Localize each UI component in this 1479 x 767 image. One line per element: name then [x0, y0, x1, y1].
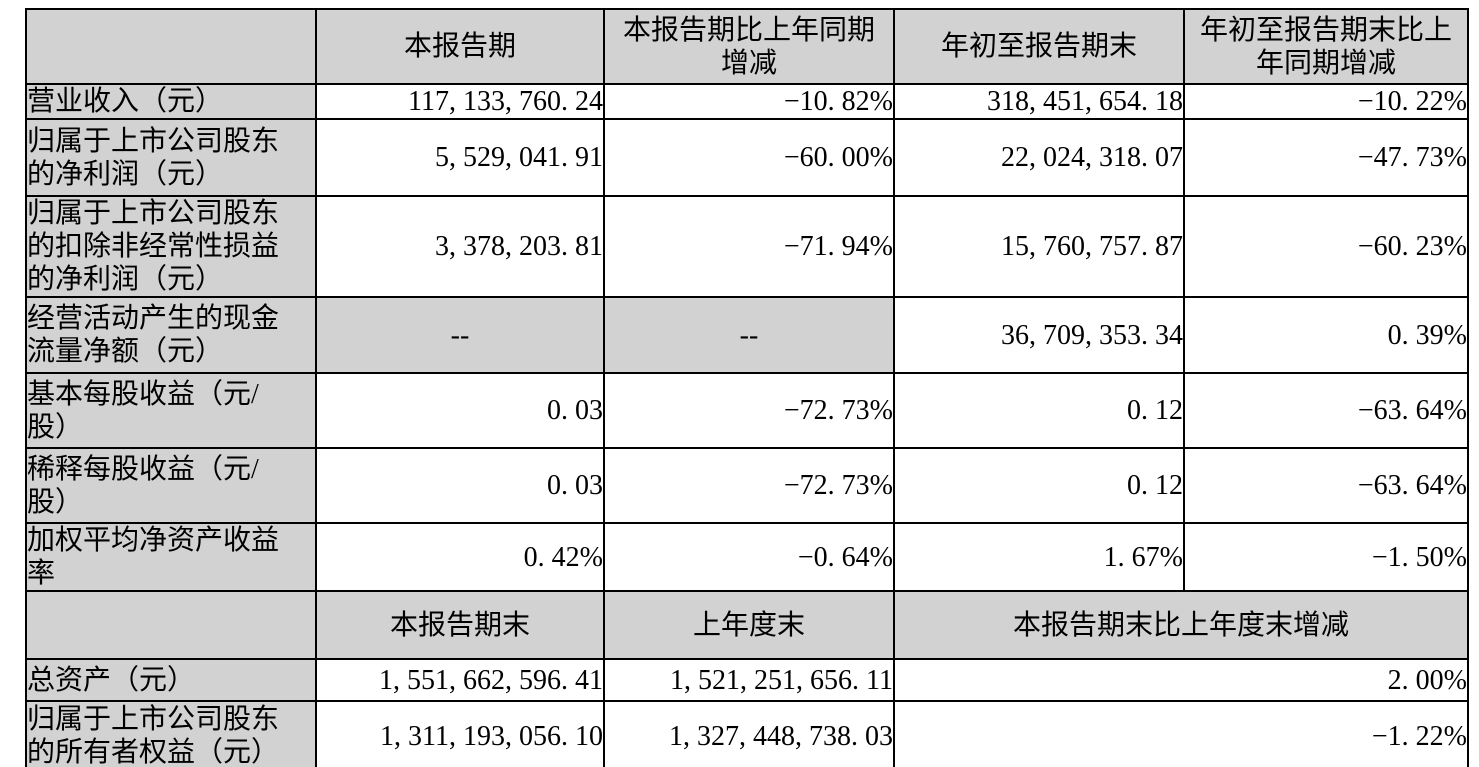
prev-year-end-value: 1, 521, 251, 656. 11: [603, 658, 895, 702]
yoy-change-value: --: [603, 296, 895, 374]
yoy-change-value: −10. 82%: [603, 83, 895, 120]
table-row-net-profit: 归属于上市公司股东 的净利润（元） 5, 529, 041. 91 −60. 0…: [25, 118, 1469, 197]
ytd-yoy-change-value: 0. 39%: [1183, 296, 1469, 374]
row-label: 稀释每股收益（元/ 股）: [25, 447, 317, 524]
row-label: 归属于上市公司股东 的净利润（元）: [25, 118, 317, 197]
period-end-change-value: 2. 00%: [893, 658, 1469, 702]
row-label: 总资产（元）: [25, 658, 317, 702]
yoy-change-value: −60. 00%: [603, 118, 895, 197]
period-end-value: 1, 551, 662, 596. 41: [315, 658, 605, 702]
row-label: 归属于上市公司股东 的所有者权益（元）: [25, 700, 317, 767]
table-row-net-profit-excl-nonrecurring: 归属于上市公司股东 的扣除非经常性损益 的净利润（元） 3, 378, 203.…: [25, 195, 1469, 298]
income-header-row: 本报告期 本报告期比上年同期 增减 年初至报告期末 年初至报告期末比上 年同期增…: [25, 8, 1469, 85]
table-row-operating-cash-flow: 经营活动产生的现金 流量净额（元） -- -- 36, 709, 353. 34…: [25, 296, 1469, 374]
current-period-value: 5, 529, 041. 91: [315, 118, 605, 197]
table-row-equity: 归属于上市公司股东 的所有者权益（元） 1, 311, 193, 056. 10…: [25, 700, 1469, 767]
row-label: 营业收入（元）: [25, 83, 317, 120]
ytd-value: 36, 709, 353. 34: [893, 296, 1185, 374]
col-header-period-end: 本报告期末: [315, 590, 605, 660]
ytd-yoy-change-value: −47. 73%: [1183, 118, 1469, 197]
yoy-change-value: −71. 94%: [603, 195, 895, 298]
ytd-value: 318, 451, 654. 18: [893, 83, 1185, 120]
current-period-value: 117, 133, 760. 24: [315, 83, 605, 120]
table-row-revenue: 营业收入（元） 117, 133, 760. 24 −10. 82% 318, …: [25, 83, 1469, 120]
row-label: 基本每股收益（元/ 股）: [25, 372, 317, 449]
yoy-change-value: −0. 64%: [603, 522, 895, 592]
ytd-value: 22, 024, 318. 07: [893, 118, 1185, 197]
prev-year-end-value: 1, 327, 448, 738. 03: [603, 700, 895, 767]
ytd-yoy-change-value: −10. 22%: [1183, 83, 1469, 120]
ytd-yoy-change-value: −63. 64%: [1183, 447, 1469, 524]
corner-cell: [25, 8, 317, 85]
col-header-ytd-yoy: 年初至报告期末比上 年同期增减: [1183, 8, 1469, 85]
financial-summary-table: 本报告期 本报告期比上年同期 增减 年初至报告期末 年初至报告期末比上 年同期增…: [25, 8, 1469, 767]
col-header-period-end-change: 本报告期末比上年度末增减: [893, 590, 1469, 660]
ytd-value: 15, 760, 757. 87: [893, 195, 1185, 298]
table-row-basic-eps: 基本每股收益（元/ 股） 0. 03 −72. 73% 0. 12 −63. 6…: [25, 372, 1469, 449]
current-period-value: 0. 42%: [315, 522, 605, 592]
current-period-value: --: [315, 296, 605, 374]
col-header-prev-year-end: 上年度末: [603, 590, 895, 660]
table-row-diluted-eps: 稀释每股收益（元/ 股） 0. 03 −72. 73% 0. 12 −63. 6…: [25, 447, 1469, 524]
corner-cell: [25, 590, 317, 660]
balance-header-row: 本报告期末 上年度末 本报告期末比上年度末增减: [25, 590, 1469, 660]
ytd-yoy-change-value: −63. 64%: [1183, 372, 1469, 449]
yoy-change-value: −72. 73%: [603, 372, 895, 449]
col-header-current-period-yoy: 本报告期比上年同期 增减: [603, 8, 895, 85]
col-header-ytd: 年初至报告期末: [893, 8, 1185, 85]
ytd-yoy-change-value: −60. 23%: [1183, 195, 1469, 298]
row-label: 归属于上市公司股东 的扣除非经常性损益 的净利润（元）: [25, 195, 317, 298]
row-label: 加权平均净资产收益 率: [25, 522, 317, 592]
period-end-value: 1, 311, 193, 056. 10: [315, 700, 605, 767]
row-label: 经营活动产生的现金 流量净额（元）: [25, 296, 317, 374]
ytd-value: 1. 67%: [893, 522, 1185, 592]
period-end-change-value: −1. 22%: [893, 700, 1469, 767]
ytd-yoy-change-value: −1. 50%: [1183, 522, 1469, 592]
current-period-value: 3, 378, 203. 81: [315, 195, 605, 298]
table-row-weighted-avg-roe: 加权平均净资产收益 率 0. 42% −0. 64% 1. 67% −1. 50…: [25, 522, 1469, 592]
col-header-current-period: 本报告期: [315, 8, 605, 85]
ytd-value: 0. 12: [893, 372, 1185, 449]
table-row-total-assets: 总资产（元） 1, 551, 662, 596. 41 1, 521, 251,…: [25, 658, 1469, 702]
current-period-value: 0. 03: [315, 447, 605, 524]
yoy-change-value: −72. 73%: [603, 447, 895, 524]
current-period-value: 0. 03: [315, 372, 605, 449]
ytd-value: 0. 12: [893, 447, 1185, 524]
